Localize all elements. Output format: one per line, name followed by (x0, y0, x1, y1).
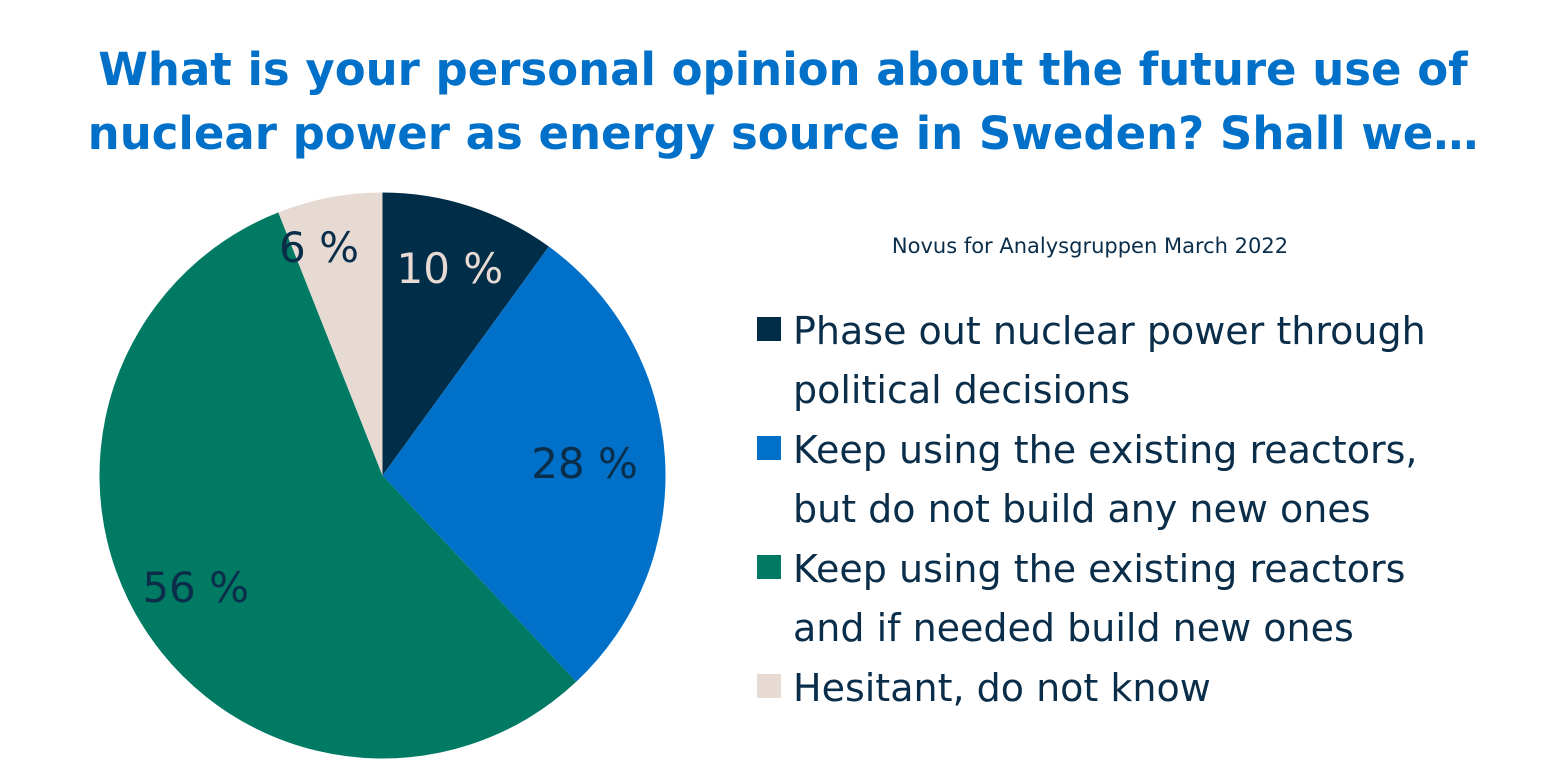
legend-item-phase-out: Phase out nuclear power through politica… (757, 302, 1537, 420)
legend-item-hesitant: Hesitant, do not know (757, 659, 1537, 718)
chart-title-line-2: nuclear power as energy source in Sweden… (87, 107, 1479, 160)
legend-swatch-keep-build-new (757, 555, 781, 579)
chart-title-line-1: What is your personal opinion about the … (98, 43, 1468, 96)
slice-keep-build-new-label: 56 % (142, 563, 249, 612)
legend-label: political decisions (793, 368, 1131, 412)
legend-item-keep-build-new: Keep using the existing reactors and if … (757, 540, 1537, 658)
legend-label: and if needed build new ones (793, 606, 1354, 650)
slice-keep-build-new (99, 212, 577, 759)
slice-keep-no-new (382, 246, 666, 682)
slice-keep-no-new-label: 28 % (531, 439, 638, 488)
legend-swatch-hesitant (757, 674, 781, 698)
legend-label: but do not build any new ones (793, 487, 1371, 531)
legend: Phase out nuclear power through politica… (757, 302, 1537, 719)
legend-swatch-phase-out (757, 317, 781, 341)
source-note: Novus for Analysgruppen March 2022 (891, 234, 1289, 258)
slice-hesitant (278, 192, 383, 476)
slice-phase-out (382, 192, 549, 476)
legend-label: Phase out nuclear power through (793, 309, 1426, 353)
chart-title: What is your personal opinion about the … (0, 38, 1566, 166)
legend-label: Keep using the existing reactors (793, 547, 1406, 591)
pie-chart: 10 % 28 % 56 % 6 % (99, 192, 666, 759)
legend-label: Hesitant, do not know (793, 666, 1211, 710)
legend-label: Keep using the existing reactors, (793, 428, 1418, 472)
slice-hesitant-label: 6 % (279, 223, 359, 272)
legend-swatch-keep-no-new (757, 436, 781, 460)
legend-item-keep-no-new: Keep using the existing reactors, but do… (757, 421, 1537, 539)
slice-phase-out-label: 10 % (396, 244, 503, 293)
